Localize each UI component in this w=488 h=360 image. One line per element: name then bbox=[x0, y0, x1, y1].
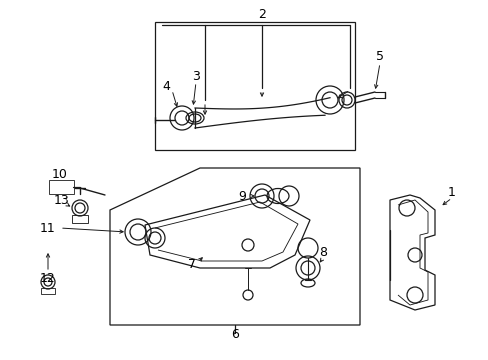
Text: 12: 12 bbox=[40, 271, 56, 284]
Text: 4: 4 bbox=[162, 81, 170, 94]
Text: 13: 13 bbox=[54, 194, 70, 207]
Bar bbox=[72, 215, 88, 223]
Bar bbox=[49, 180, 74, 194]
Text: 10: 10 bbox=[52, 168, 68, 181]
Bar bbox=[155, 22, 354, 150]
Text: 11: 11 bbox=[40, 221, 56, 234]
Text: 3: 3 bbox=[192, 71, 200, 84]
Text: 2: 2 bbox=[258, 8, 265, 21]
Text: 1: 1 bbox=[447, 186, 455, 199]
Bar bbox=[41, 288, 55, 294]
Text: 6: 6 bbox=[231, 328, 239, 342]
Text: 8: 8 bbox=[318, 247, 326, 260]
Text: 5: 5 bbox=[375, 50, 383, 63]
Text: 9: 9 bbox=[238, 189, 245, 202]
Text: 7: 7 bbox=[187, 258, 196, 271]
